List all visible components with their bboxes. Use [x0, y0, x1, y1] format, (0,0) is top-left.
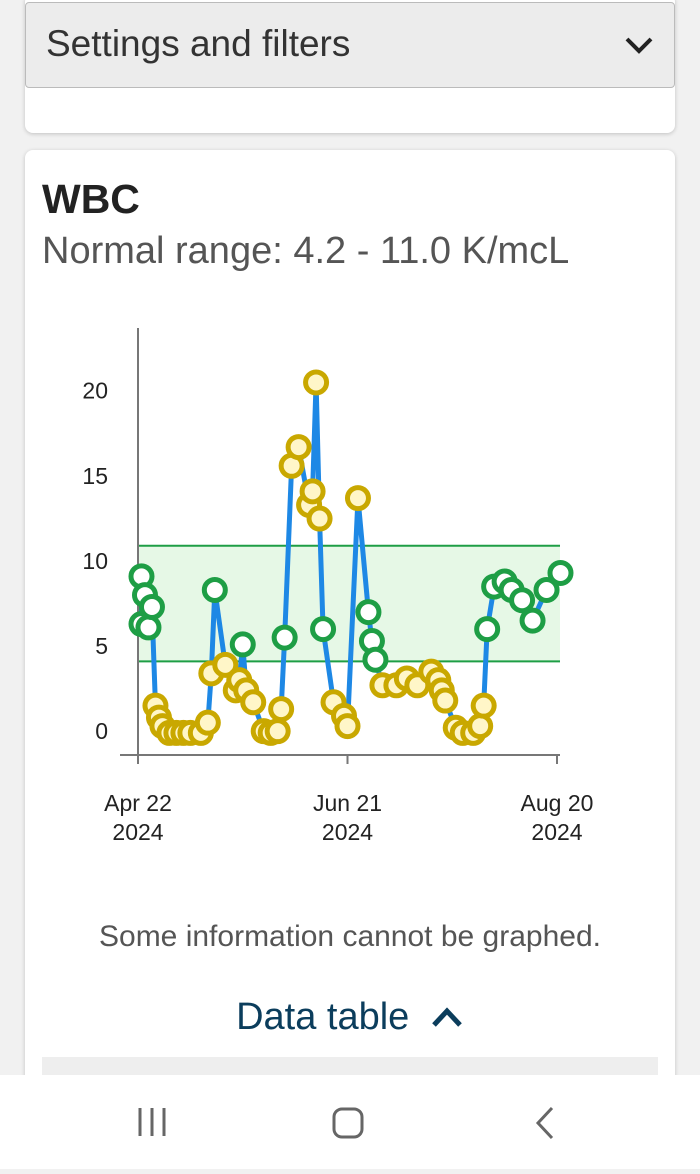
normal-point: [547, 559, 574, 586]
normal-point: [474, 616, 501, 643]
home[interactable]: [332, 1107, 364, 1139]
abnormal-point: [268, 696, 295, 723]
x-tick-label: Aug 20 2024: [520, 790, 594, 845]
y-tick-label: 15: [82, 463, 108, 489]
nav-icons: [138, 1106, 554, 1140]
recent-apps[interactable]: [138, 1108, 166, 1136]
normal-point: [310, 616, 337, 643]
settings-toggle[interactable]: Settings and filters: [25, 2, 675, 88]
normal-point: [229, 631, 256, 658]
normal-point: [362, 646, 389, 673]
abnormal-point: [194, 709, 221, 736]
abnormal-point: [240, 689, 267, 716]
card-subtitle: Normal range: 4.2 - 11.0 K/mcL: [42, 230, 570, 272]
abnormal-point: [334, 713, 361, 740]
y-tick-label: 20: [82, 378, 108, 404]
abnormal-point: [432, 687, 459, 714]
y-tick-label: 0: [95, 718, 108, 744]
chevron-down: [625, 37, 653, 54]
normal-point: [138, 593, 165, 620]
card-title: WBC: [42, 176, 140, 222]
data-table-label: Data table: [236, 996, 410, 1038]
note: Some information cannot be graphed.: [99, 920, 601, 953]
data-table-toggle[interactable]: Data table: [25, 996, 675, 1039]
normal-point: [509, 587, 536, 614]
normal-point: [201, 576, 228, 603]
abnormal-point: [303, 369, 330, 396]
y-tick-label: 10: [82, 548, 108, 574]
settings-card: Settings and filters: [25, 0, 675, 133]
normal-point: [355, 599, 382, 626]
x-tick-label: Jun 21 2024: [312, 790, 383, 845]
abnormal-point: [212, 651, 239, 678]
normal-point: [533, 576, 560, 603]
abnormal-point: [306, 505, 333, 532]
x-tick-label: Apr 22 2024: [104, 790, 172, 845]
normal-point: [271, 624, 298, 651]
y-tick-label: 5: [95, 633, 108, 659]
chart: 0 5 10 15 20: [82, 328, 574, 764]
normal-point: [519, 607, 546, 634]
abnormal-point: [467, 713, 494, 740]
abnormal-point: [285, 434, 312, 461]
chevron-up: [432, 1007, 462, 1027]
settings-title: Settings and filters: [46, 23, 351, 64]
nav-bar: [0, 1075, 700, 1169]
abnormal-point: [344, 485, 371, 512]
abnormal-point: [470, 692, 497, 719]
abnormal-point: [299, 478, 326, 505]
back[interactable]: [535, 1106, 554, 1140]
abnormal-point: [264, 718, 291, 745]
normal-point: [135, 614, 162, 641]
